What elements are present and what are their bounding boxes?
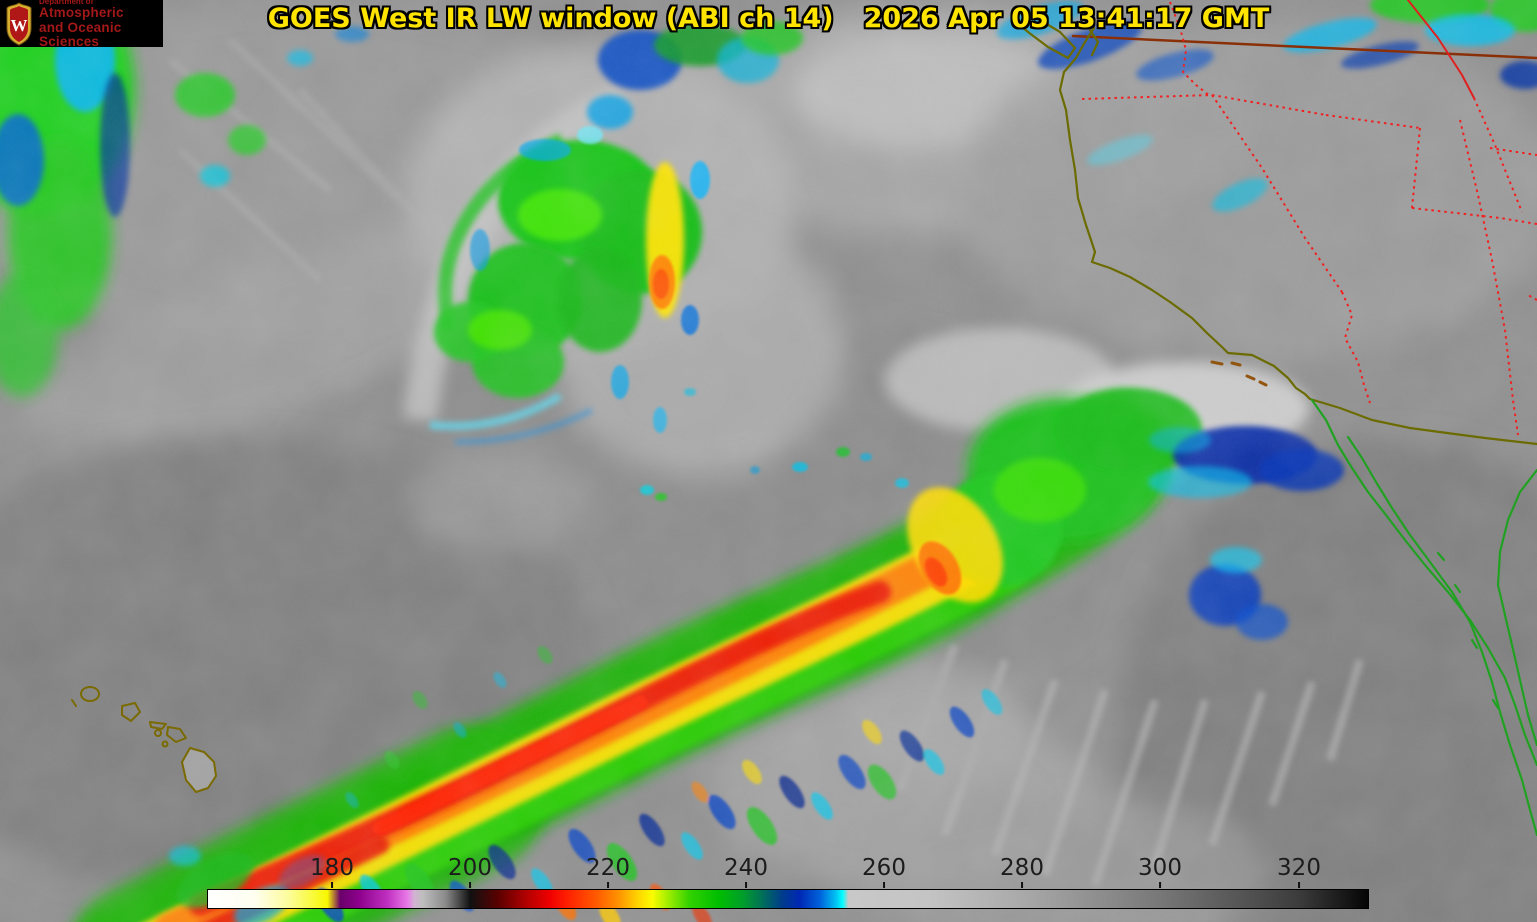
colorbar-tick-label: 220 — [586, 855, 630, 881]
colorbar-tick: 280 — [1000, 855, 1044, 888]
map-overlay — [71, 0, 1537, 837]
logo-text: Department of Atmospheric and Oceanic Sc… — [39, 0, 163, 49]
channel-islands — [1210, 360, 1268, 387]
colorbar-tick-mark — [745, 882, 747, 888]
logo-name-line1: Atmospheric — [39, 5, 124, 21]
colorbar-tick: 240 — [724, 855, 768, 888]
image-timestamp: 2026 Apr 05 13:41:17 GMT — [863, 3, 1270, 34]
canada-border-line — [1071, 34, 1537, 60]
colorbar-tick-label: 240 — [724, 855, 768, 881]
mexico-coastline — [1310, 398, 1537, 837]
colorbar-tick-mark — [1298, 882, 1300, 888]
colorbar-tick: 300 — [1138, 855, 1182, 888]
us-coastline — [1012, 6, 1537, 446]
colorbar-tick-label: 320 — [1277, 855, 1321, 881]
product-title: GOES West IR LW window (ABI ch 14) — [267, 3, 834, 34]
colorbar-tick: 320 — [1277, 855, 1321, 888]
colorbar-tick-mark — [1021, 882, 1023, 888]
logo-department-line: Department of — [39, 0, 94, 7]
colorbar-tick: 220 — [586, 855, 630, 888]
colorbar-tick-label: 200 — [448, 855, 492, 881]
colorbar-tick: 260 — [862, 855, 906, 888]
logo-name-line2: and Oceanic Sciences — [39, 19, 122, 49]
colorbar-tick-label: 260 — [862, 855, 906, 881]
colorbar-tick-mark — [607, 882, 609, 888]
colorbar-tick-label: 180 — [310, 855, 354, 881]
colorbar-tick: 200 — [448, 855, 492, 888]
colorbar-tick-mark — [1159, 882, 1161, 888]
colorbar-gradient — [207, 889, 1369, 909]
colorbar-tick-mark — [883, 882, 885, 888]
colorbar-tick-label: 300 — [1138, 855, 1182, 881]
colorbar-tick: 180 — [310, 855, 354, 888]
uw-aos-logo: W Department of Atmospheric and Oceanic … — [0, 0, 163, 49]
uw-crest-icon: W — [6, 1, 32, 46]
temperature-colorbar: 180 200 220 240 260 280 300 320 — [207, 855, 1369, 910]
colorbar-tick-mark — [331, 882, 333, 888]
crest-letter: W — [11, 16, 28, 35]
hawaii-islands — [71, 686, 217, 793]
state-borders — [1081, 1, 1537, 436]
colorbar-tick-label: 280 — [1000, 855, 1044, 881]
colorbar-tick-mark — [469, 882, 471, 888]
title-bar: GOES West IR LW window (ABI ch 14) 2026 A… — [0, 3, 1537, 34]
